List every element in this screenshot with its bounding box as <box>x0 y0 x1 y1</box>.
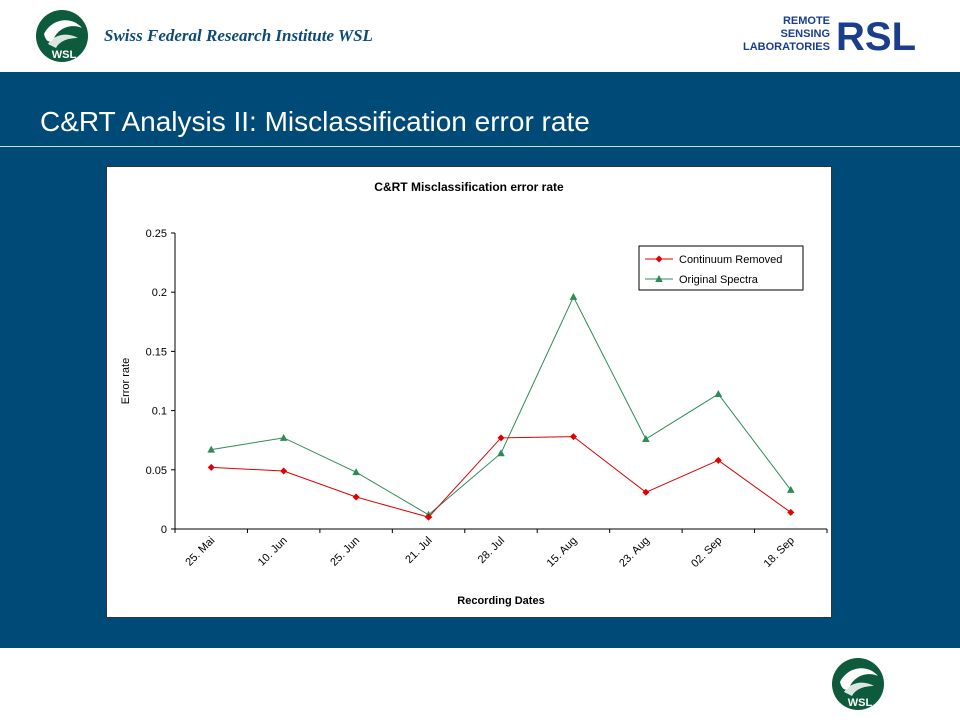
rsl-logo: REMOTE SENSING LABORATORIES RSL <box>743 15 916 54</box>
data-point-1-0 <box>207 445 216 453</box>
y-tick-label: 0.15 <box>146 346 167 358</box>
chart-frame: C&RT Misclassification error rate 0 0.05 0.… <box>106 166 832 618</box>
data-point-1-1 <box>279 433 288 441</box>
chart-title: C&RT Misclassification error rate <box>374 180 564 194</box>
title-divider <box>0 146 960 147</box>
y-axis-label: Error rate <box>120 358 132 404</box>
legend-marker-0 <box>655 255 663 263</box>
x-tick-label: 25. Jun <box>328 535 362 569</box>
y-tick-label: 0.2 <box>152 287 167 299</box>
data-point-0-8 <box>787 508 795 516</box>
data-point-1-4 <box>497 449 505 457</box>
data-point-1-7 <box>714 390 723 398</box>
svg-text:WSL: WSL <box>848 697 873 709</box>
legend-marker-1 <box>655 275 663 282</box>
x-tick-label: 10. Jun <box>256 535 290 569</box>
series-line-0 <box>211 436 792 518</box>
x-tick-label: 23. Aug <box>617 535 652 570</box>
data-point-0-3 <box>425 513 433 521</box>
wsl-logo: WSL <box>36 10 88 62</box>
svg-text:RSL: RSL <box>836 15 916 54</box>
x-tick-label: 02. Sep <box>689 535 724 570</box>
svg-text:SENSING: SENSING <box>780 28 830 40</box>
line-chart: C&RT Misclassification error rate 0 0.05 0.… <box>120 180 828 607</box>
data-point-1-6 <box>642 435 650 443</box>
data-point-1-2 <box>352 468 360 476</box>
data-point-1-5 <box>569 292 578 300</box>
data-point-0-6 <box>642 488 650 496</box>
header-bar: WSL Swiss Federal Research Institute WSL… <box>0 0 960 72</box>
data-point-0-2 <box>352 493 360 501</box>
y-tick-label: 0.1 <box>152 406 167 418</box>
legend-label-1: Original Spectra <box>679 274 759 286</box>
series-line-1 <box>211 295 792 516</box>
x-tick-label: 28. Jul <box>476 535 507 566</box>
wsl-logo-footer: WSL <box>832 658 884 710</box>
x-tick-label: 15. Aug <box>545 535 580 570</box>
y-tick-label: 0.25 <box>146 228 167 240</box>
data-point-0-1 <box>280 467 288 475</box>
x-tick-label: 21. Jul <box>403 535 434 566</box>
y-tick-label: 0 <box>161 524 167 536</box>
data-point-0-0 <box>207 463 215 471</box>
x-tick-label: 25. Mai <box>183 535 217 569</box>
institute-name: Swiss Federal Research Institute WSL <box>104 26 373 45</box>
x-axis-label: Recording Dates <box>457 595 544 607</box>
y-tick-label: 0.05 <box>146 465 167 477</box>
data-point-0-4 <box>497 434 505 442</box>
data-point-1-8 <box>786 485 795 493</box>
legend-label-0: Continuum Removed <box>679 254 782 266</box>
data-point-0-7 <box>714 456 722 464</box>
svg-text:REMOTE: REMOTE <box>783 15 830 27</box>
svg-text:WSL: WSL <box>52 49 77 61</box>
x-tick-label: 18. Sep <box>762 535 797 570</box>
data-point-0-5 <box>569 433 577 441</box>
svg-text:LABORATORIES: LABORATORIES <box>743 41 830 53</box>
slide-title: C&RT Analysis II: Misclassification erro… <box>40 106 590 137</box>
chart-legend <box>638 245 804 291</box>
